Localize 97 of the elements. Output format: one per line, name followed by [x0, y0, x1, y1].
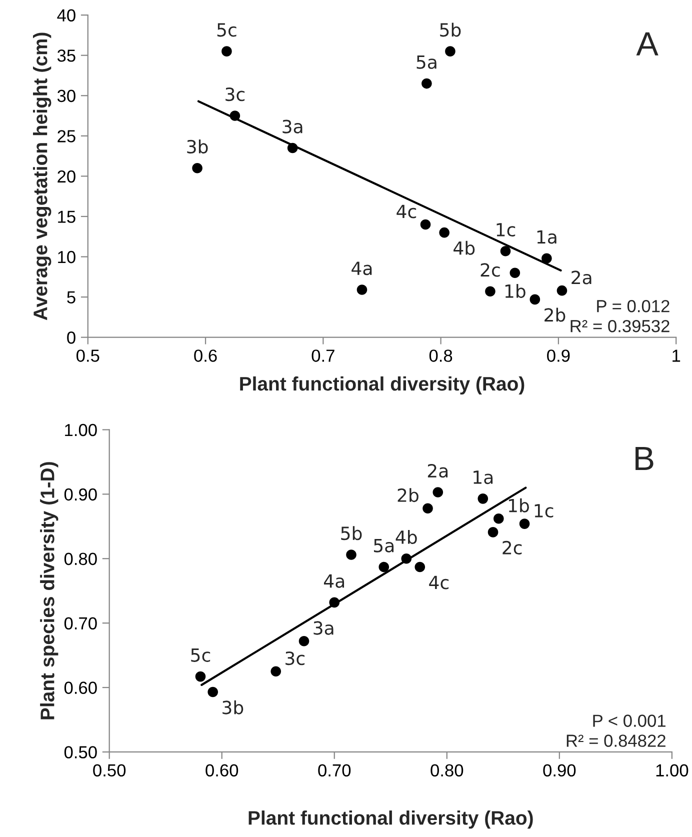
y-tick-label: 0.60 [64, 682, 97, 694]
y-tick-label: 10 [58, 250, 76, 264]
point [530, 294, 540, 305]
annotation: 4a [324, 574, 344, 588]
y-axis-title: Average vegetation height (cm) [33, 32, 52, 320]
y-tick-label: 5 [67, 291, 76, 304]
x-tick-label: 0.5 [76, 350, 100, 362]
annotation: R² = 0.84822 [566, 734, 666, 747]
point [542, 253, 552, 264]
x-tick-label: 0.8 [429, 350, 452, 362]
annotation: B [636, 447, 654, 470]
annotation: R² = 0.39532 [570, 320, 670, 332]
annotation: 4a [352, 262, 372, 276]
point [192, 162, 202, 174]
y-tick-label: 15 [58, 210, 76, 223]
y-tick-label: 25 [58, 130, 76, 142]
annotation: 2b [544, 308, 566, 322]
point [287, 142, 298, 154]
point [422, 78, 432, 89]
point [556, 285, 568, 296]
annotation: 2c [480, 263, 500, 277]
point [222, 46, 232, 56]
annotation: 1c [534, 504, 554, 518]
annotation: 2a [572, 270, 592, 284]
y-tick-label: 0 [67, 331, 76, 344]
annotation: 3a [314, 621, 334, 635]
annotation: 5c [217, 23, 236, 37]
x-axis-title: Plant functional diversity (Rao) [240, 376, 524, 395]
annotation: 3a [282, 120, 302, 134]
annotation: 1c [496, 223, 516, 236]
y-tick-label: 0.90 [64, 488, 97, 501]
x-tick-label: 0.6 [194, 350, 217, 362]
point [432, 487, 444, 498]
x-tick-label: 0.50 [93, 764, 126, 777]
x-tick-label: 0.80 [430, 764, 464, 777]
annotation: 3c [226, 88, 245, 102]
point [485, 286, 496, 297]
x-tick-label: 0.60 [206, 764, 238, 777]
x-tick-label: 0.90 [543, 764, 576, 777]
annotation: 2a [428, 464, 448, 478]
point [298, 636, 310, 646]
point [329, 597, 340, 608]
annotation: 5a [374, 538, 394, 552]
annotation: 1b [505, 284, 526, 298]
point [488, 527, 498, 538]
x-tick-label: 1.00 [656, 764, 688, 777]
point [270, 666, 282, 677]
y-axis-title: Plant species diversity (1-D) [40, 462, 58, 720]
point [519, 518, 530, 529]
point [195, 671, 206, 682]
annotation: 5b [440, 22, 461, 37]
annotation: A [636, 32, 658, 56]
point [500, 246, 511, 256]
point [208, 686, 218, 698]
annotation: 5b [341, 526, 362, 540]
point [478, 494, 488, 504]
point [378, 562, 390, 572]
annotation: 1a [474, 470, 493, 484]
y-tick-label: 30 [57, 90, 76, 102]
annotation: 2b [398, 488, 418, 502]
point [414, 562, 426, 572]
y-tick-label: 0.80 [64, 552, 97, 566]
annotation: 5c [191, 648, 210, 662]
point [510, 268, 520, 278]
x-tick-label: 0.7 [312, 350, 334, 362]
annotation: 4c [396, 204, 416, 218]
annotation: 3b [222, 700, 244, 714]
point [401, 553, 412, 564]
y-tick-label: 1.00 [65, 424, 97, 436]
annotation: 2c [502, 540, 522, 554]
x-tick-label: 0.70 [318, 764, 351, 777]
point [445, 46, 456, 56]
annotation: 4b [454, 240, 475, 255]
point [356, 284, 368, 295]
point [422, 503, 433, 514]
annotation: 4c [429, 576, 449, 590]
annotation: 1b [508, 498, 529, 512]
y-tick-label: 0.50 [64, 746, 97, 758]
point [439, 227, 450, 238]
y-tick-label: 35 [57, 50, 76, 62]
y-tick-label: 40 [57, 9, 76, 22]
annotation: P = 0.012 [597, 300, 670, 312]
point [494, 514, 504, 524]
annotation: 3b [187, 140, 208, 154]
annotation: 5a [416, 56, 436, 69]
x-tick-label: 1 [672, 350, 680, 362]
point [230, 110, 240, 121]
point [420, 219, 431, 230]
point [346, 550, 356, 560]
x-axis-title: Plant functional diversity (Rao) [248, 810, 533, 829]
x-tick-label: 0.9 [547, 350, 570, 362]
annotation: 1a [537, 230, 556, 244]
y-tick-label: 0.70 [64, 617, 97, 630]
annotation: 4b [396, 530, 417, 544]
annotation: P < 0.001 [593, 714, 666, 727]
annotation: 3c [286, 651, 304, 666]
y-tick-label: 20 [58, 170, 76, 183]
